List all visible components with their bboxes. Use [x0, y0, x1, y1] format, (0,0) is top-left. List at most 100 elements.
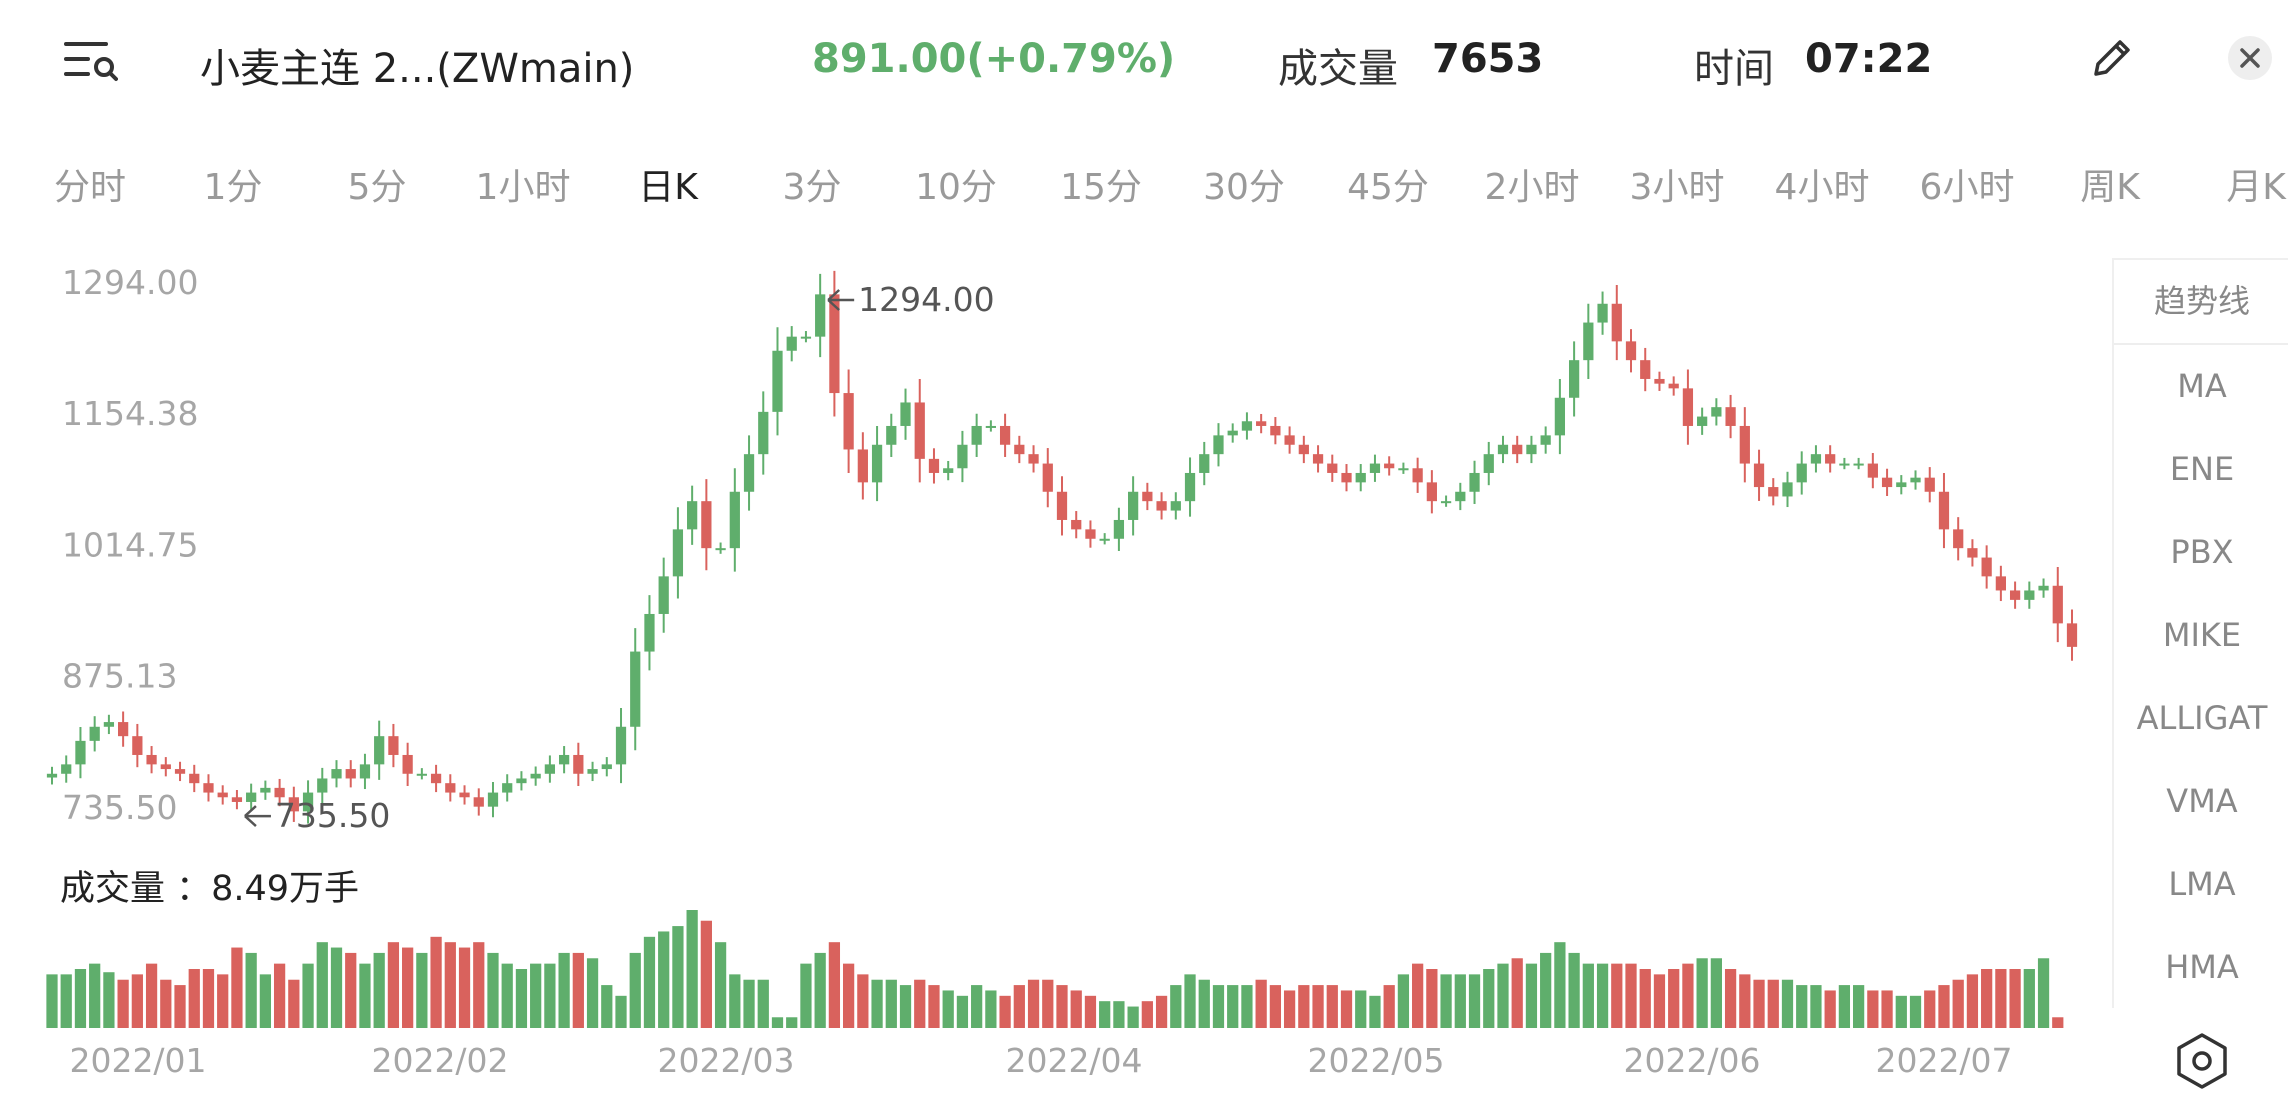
volume-bar [330, 947, 343, 1028]
candle-body [1056, 491, 1068, 520]
menu-search-icon[interactable] [62, 38, 118, 82]
volume-bar [1369, 995, 1381, 1028]
volume-bar [1540, 952, 1552, 1028]
x-tick-label: 2022/06 [1623, 1041, 1760, 1080]
close-icon[interactable] [2226, 34, 2274, 82]
candle-body [886, 425, 897, 445]
candle-body [317, 778, 328, 793]
volume-bar [1611, 963, 1623, 1028]
indicator-item-0[interactable]: 趋势线 [2114, 260, 2288, 345]
volume-bar [458, 947, 471, 1028]
volume-bar [117, 979, 129, 1028]
volume-bar [914, 979, 926, 1028]
volume-bar [586, 958, 599, 1028]
candle-body [1170, 501, 1181, 511]
tab-15[interactable]: 月K [2226, 167, 2286, 208]
candle-body [1512, 444, 1523, 455]
candle-body [772, 350, 783, 412]
symbol-name[interactable]: 小麦主连 2...(ZWmain) [200, 46, 635, 92]
volume-bar [46, 974, 58, 1028]
indicator-item-6[interactable]: VMA [2166, 782, 2238, 820]
volume-bar [501, 963, 513, 1028]
tab-0[interactable]: 分时 [53, 167, 127, 208]
volume-bar [1255, 979, 1267, 1028]
tab-9[interactable]: 45分 [1347, 167, 1429, 208]
tab-11[interactable]: 3小时 [1629, 167, 1725, 208]
volume-bar [1483, 969, 1495, 1028]
volume-bar [658, 931, 670, 1028]
tab-12[interactable]: 4小时 [1774, 167, 1870, 208]
indicator-item-2[interactable]: ENE [2169, 450, 2235, 488]
tab-6[interactable]: 10分 [915, 167, 997, 208]
candle-body [103, 722, 115, 727]
tab-8[interactable]: 30分 [1203, 167, 1285, 208]
tab-2[interactable]: 5分 [347, 167, 407, 208]
indicator-item-1[interactable]: MA [2177, 367, 2227, 405]
volume-value: 7653 [1432, 36, 1544, 82]
candle-body [416, 773, 427, 776]
indicator-item-5[interactable]: ALLIGAT [2136, 699, 2268, 737]
candle-body [1625, 341, 1637, 361]
candle-body [715, 548, 726, 551]
low-arrow-icon [244, 805, 271, 827]
candle-body [1853, 463, 1864, 466]
tab-1[interactable]: 1分 [203, 167, 263, 208]
low-price-label: 735.50 [275, 796, 390, 835]
tab-5[interactable]: 3分 [782, 167, 842, 208]
volume-bar [245, 952, 257, 1028]
volume-bar [786, 1017, 798, 1028]
candle-body [2038, 585, 2049, 591]
settings-hexagon-icon[interactable] [2176, 1032, 2228, 1090]
pencil-icon[interactable] [2088, 34, 2136, 82]
tab-4[interactable]: 日K [638, 167, 698, 208]
candle-body [1682, 388, 1694, 426]
volume-bar [1042, 979, 1054, 1028]
indicator-item-7[interactable]: LMA [2168, 865, 2236, 903]
volume-bar [1924, 990, 1936, 1028]
tab-10[interactable]: 2小时 [1484, 167, 1580, 208]
indicator-item-3[interactable]: PBX [2170, 533, 2234, 571]
volume-bar [1767, 979, 1779, 1028]
indicator-item-4[interactable]: MIKE [2162, 616, 2242, 654]
volume-bar [103, 972, 115, 1028]
volume-bar [1497, 963, 1509, 1028]
indicator-item-8[interactable]: HMA [2165, 948, 2239, 986]
candle-body [1739, 425, 1750, 464]
tab-13[interactable]: 6小时 [1919, 167, 2015, 208]
candle-body [815, 294, 826, 337]
candle-body [1910, 477, 1921, 483]
volume-bar [74, 969, 87, 1028]
candle-body [1881, 477, 1893, 488]
candle-body [459, 792, 470, 798]
kline-chart[interactable]: 1294.00 1154.38 1014.75 875.13 735.50 1294.0… [0, 250, 2110, 1090]
tab-7[interactable]: 15分 [1060, 167, 1142, 208]
volume-bar [1696, 958, 1708, 1028]
volume-bar [1412, 963, 1424, 1028]
candle-body [288, 797, 299, 812]
candle-body [203, 783, 214, 793]
volume-bar [444, 942, 456, 1028]
volume-bar [1895, 995, 1907, 1028]
candle-body [1156, 501, 1167, 511]
volume-bar [259, 974, 272, 1028]
candle-body [701, 501, 712, 549]
x-tick-label: 2022/07 [1875, 1041, 2012, 1080]
tab-3[interactable]: 1小时 [475, 167, 571, 208]
x-tick-label: 2022/02 [371, 1041, 508, 1080]
tab-14[interactable]: 周K [2080, 167, 2140, 208]
volume-bar [814, 952, 826, 1028]
candle-body [630, 651, 641, 727]
volume-bar [1099, 1001, 1111, 1028]
candlesticks [46, 270, 2078, 824]
candle-body [2066, 623, 2078, 647]
candle-body [502, 783, 513, 793]
x-tick-label: 2022/03 [657, 1041, 794, 1080]
volume-bar [1852, 985, 1865, 1028]
candle-body [1199, 454, 1210, 473]
candle-body [146, 754, 157, 765]
volume-bar [1909, 995, 1922, 1028]
volume-bar [402, 947, 414, 1028]
candle-body [516, 778, 527, 784]
volume-bar [871, 979, 883, 1028]
candle-body [729, 491, 740, 549]
